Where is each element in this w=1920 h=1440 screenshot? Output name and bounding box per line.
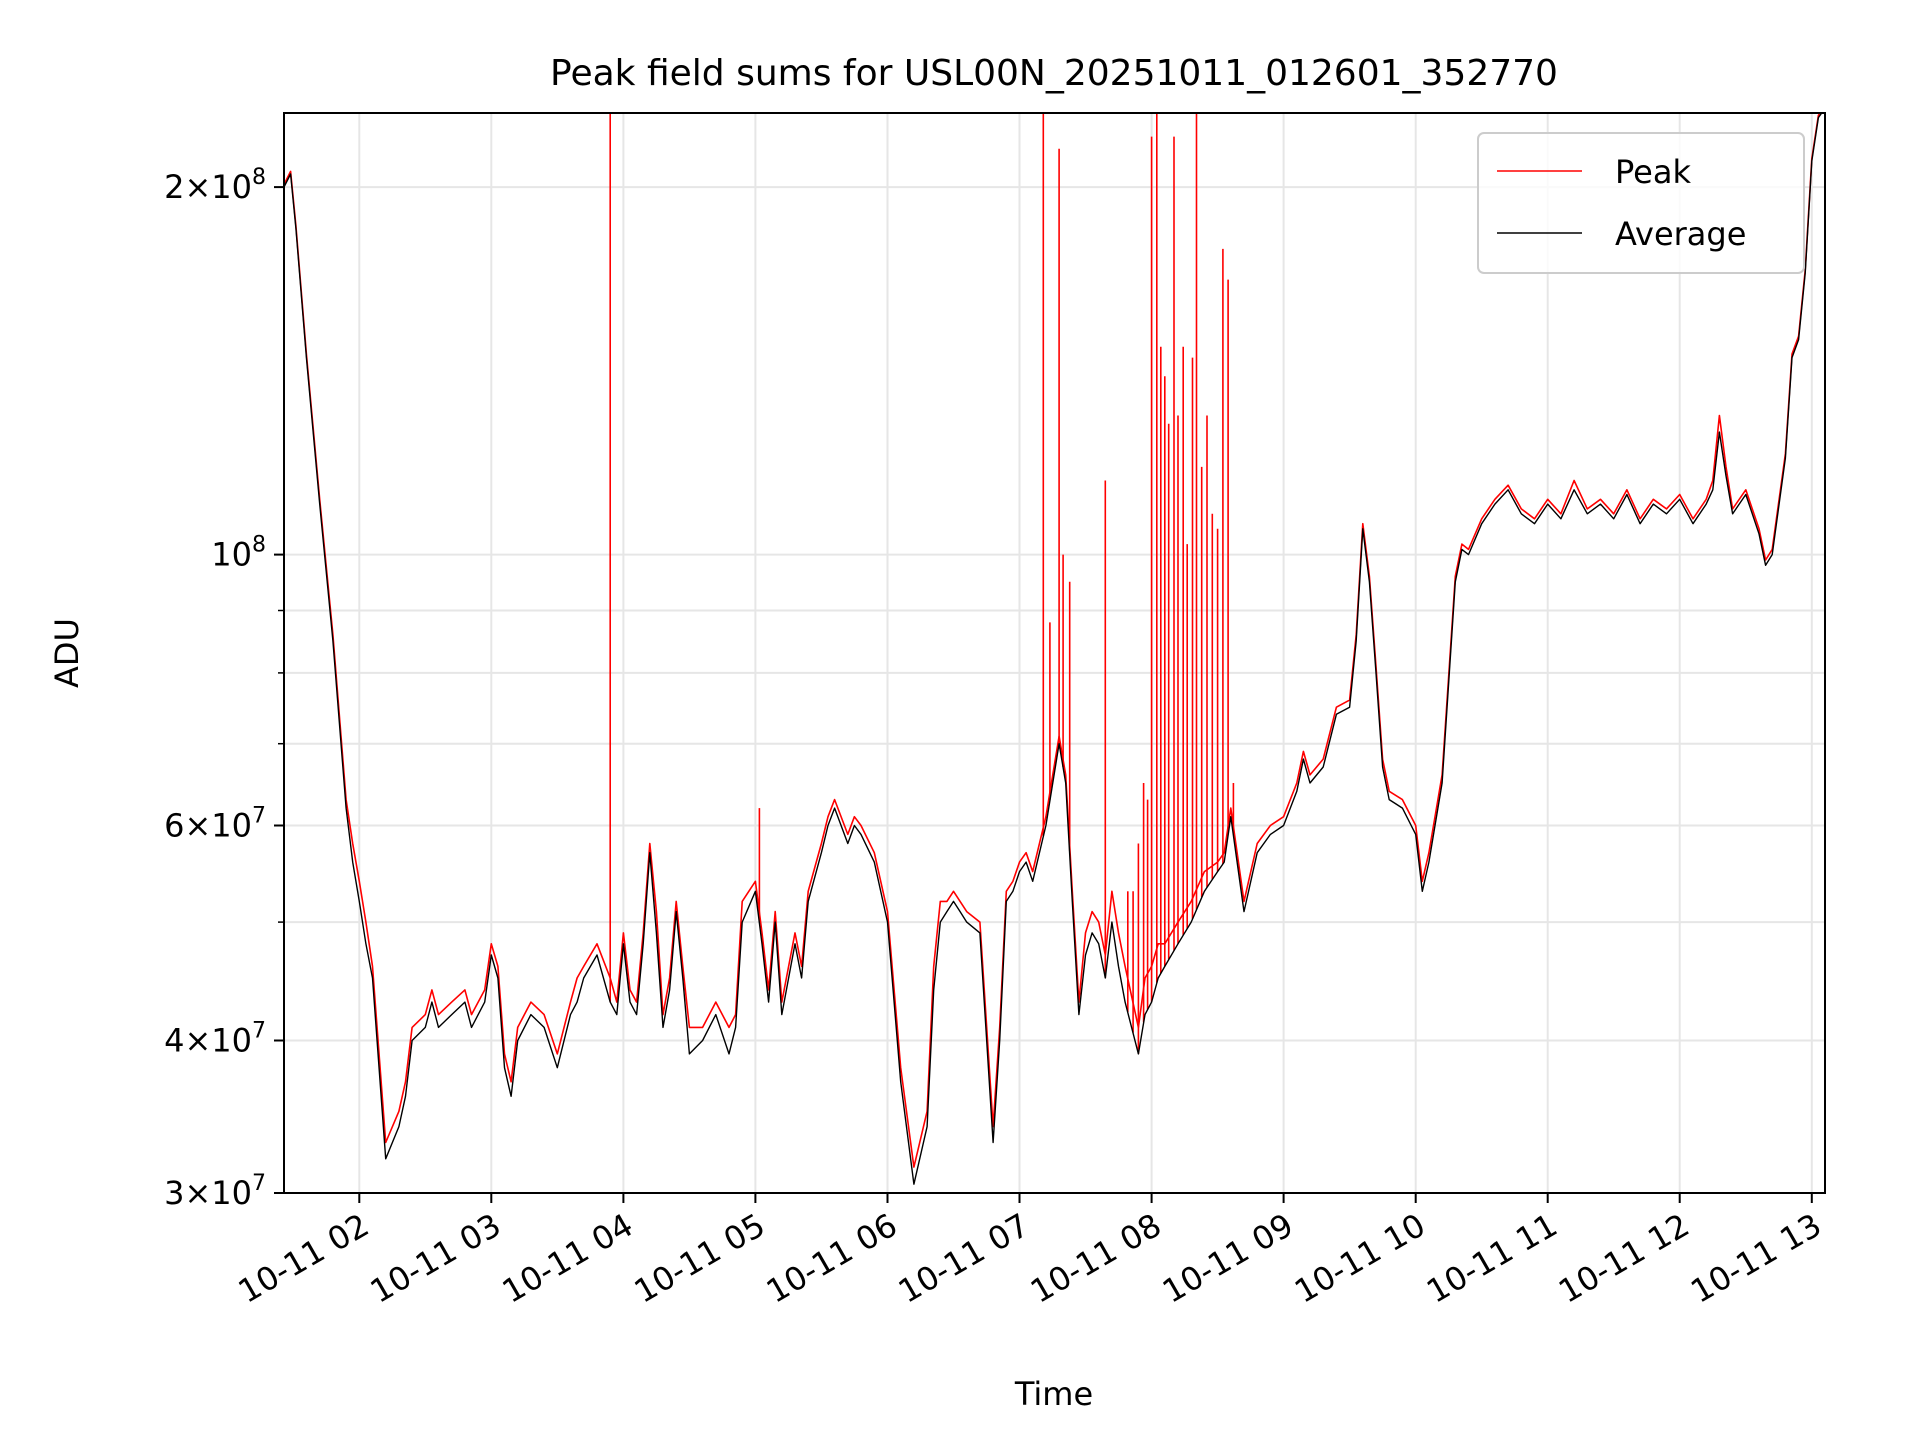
plot-frame	[283, 112, 1826, 1194]
y-tick-label: 4×107	[164, 1019, 266, 1060]
chart-title: Peak field sums for USL00N_20251011_0126…	[550, 53, 1558, 94]
y-tick-label: 108	[211, 533, 266, 574]
y-tick-label: 2×108	[164, 165, 266, 206]
plot-area	[284, 113, 1823, 1185]
peak-series-line	[284, 113, 1822, 1168]
legend-peak-label: Peak	[1615, 153, 1691, 191]
x-axis-label: Time	[1014, 1375, 1093, 1413]
legend-box	[1477, 132, 1805, 274]
grid	[284, 113, 1825, 1194]
average-series-line	[284, 113, 1823, 1185]
legend-average-label: Average	[1615, 215, 1746, 253]
y-tick-label: 6×107	[164, 804, 266, 845]
y-axis-label: ADU	[48, 618, 86, 688]
y-tick-label: 3×107	[164, 1171, 266, 1212]
legend: Peak Average	[1477, 132, 1805, 274]
